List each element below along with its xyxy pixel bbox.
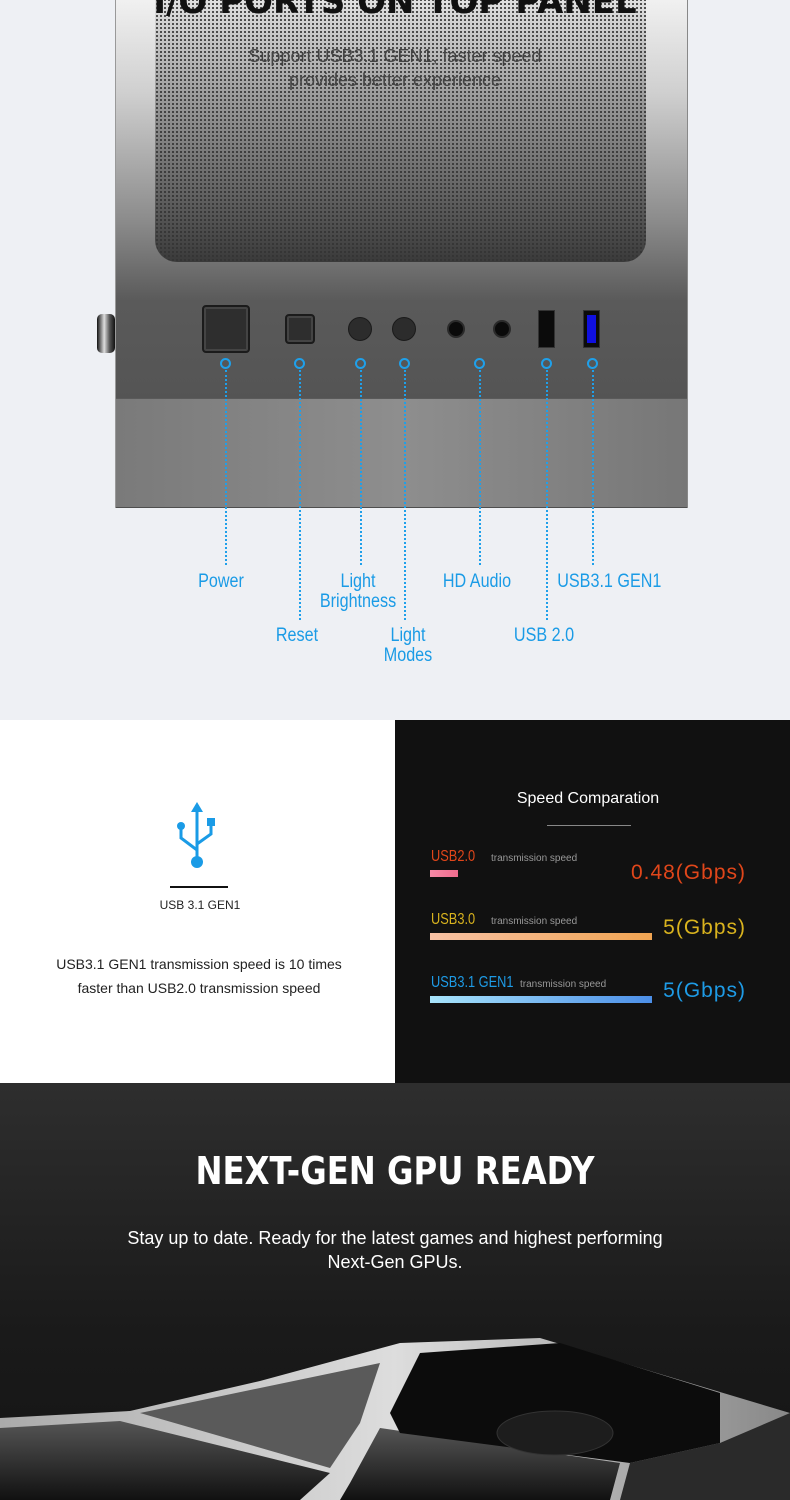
power-button <box>202 305 250 353</box>
case-bottom <box>116 398 687 507</box>
subtitle-line: Support USB3.1 GEN1, faster speed <box>248 46 542 66</box>
brightness-marker <box>355 358 366 369</box>
speed-value: 5(Gbps) <box>663 916 746 939</box>
light-brightness-button <box>348 317 372 341</box>
reset-leader <box>299 370 301 620</box>
light-modes-button <box>392 317 416 341</box>
side-screw <box>97 314 115 353</box>
gpu-image <box>0 1338 790 1500</box>
speed-row-name: USB2.0 <box>431 848 476 865</box>
label-line: Light <box>340 571 376 592</box>
usb20-port <box>538 310 555 348</box>
desc-line: Stay up to date. Ready for the latest ga… <box>127 1228 663 1248</box>
gpu-title: NEXT-GEN GPU READY <box>195 1149 595 1193</box>
usb-icon <box>177 802 215 868</box>
subtitle-line: provides better experience <box>288 70 502 90</box>
speed-comparison-panel: Speed Comparation USB2.0 transmission spe… <box>395 720 790 1083</box>
label-usb31: USB3.1 GEN1 <box>557 571 662 592</box>
usb31-leader <box>592 370 594 565</box>
speed-value: 0.48(Gbps) <box>630 861 746 884</box>
speed-bar <box>430 933 652 940</box>
usb-caption: USB 3.1 GEN1 <box>159 898 241 912</box>
label-light-brightness: Light Brightness <box>320 572 397 612</box>
speed-row-name: USB3.0 <box>431 911 476 928</box>
usb-info-panel: USB 3.1 GEN1 USB3.1 GEN1 transmission sp… <box>0 720 395 1083</box>
label-line: Brightness <box>319 591 397 612</box>
section-title: I/O PORTS ON TOP PANEL <box>153 0 637 22</box>
headphone-jack <box>493 320 511 338</box>
label-line: Light <box>390 625 426 646</box>
desc-line: faster than USB2.0 transmission speed <box>77 980 321 996</box>
speed-bar <box>430 996 652 1003</box>
reset-button <box>285 314 315 344</box>
brightness-leader <box>360 370 362 565</box>
speed-row-note: transmission speed <box>491 916 578 927</box>
reset-marker <box>294 358 305 369</box>
label-usb20: USB 2.0 <box>513 625 575 646</box>
usb31-port <box>583 310 600 348</box>
modes-marker <box>399 358 410 369</box>
usb31-marker <box>587 358 598 369</box>
usb20-leader <box>546 370 548 620</box>
label-hd-audio: HD Audio <box>442 571 512 592</box>
label-line: Modes <box>383 645 433 666</box>
divider <box>547 825 631 826</box>
modes-leader <box>404 370 406 620</box>
speed-title: Speed Comparation <box>516 790 660 807</box>
gpu-description: Stay up to date. Ready for the latest ga… <box>0 1226 790 1274</box>
section-subtitle: Support USB3.1 GEN1, faster speed provide… <box>0 44 790 92</box>
desc-line: USB3.1 GEN1 transmission speed is 10 tim… <box>56 956 342 972</box>
mesh-panel <box>155 0 646 262</box>
label-light-modes: Light Modes <box>378 626 438 666</box>
speed-row-name: USB3.1 GEN1 <box>431 974 514 991</box>
io-ports-section: I/O PORTS ON TOP PANEL Support USB3.1 GE… <box>0 0 790 720</box>
power-leader <box>225 370 227 565</box>
speed-bar <box>430 870 458 877</box>
mic-jack <box>447 320 465 338</box>
audio-leader <box>479 370 481 565</box>
power-marker <box>220 358 231 369</box>
speed-value: 5(Gbps) <box>663 979 746 1002</box>
label-power: Power <box>198 571 244 592</box>
divider <box>170 886 228 888</box>
audio-marker <box>474 358 485 369</box>
label-reset: Reset <box>275 625 319 646</box>
usb20-marker <box>541 358 552 369</box>
speed-row-note: transmission speed <box>491 853 578 864</box>
gpu-section: NEXT-GEN GPU READY Stay up to date. Read… <box>0 1083 790 1500</box>
desc-line: Next-Gen GPUs. <box>327 1252 463 1272</box>
usb-description: USB3.1 GEN1 transmission speed is 10 tim… <box>0 952 398 1000</box>
speed-row-note: transmission speed <box>520 979 607 990</box>
